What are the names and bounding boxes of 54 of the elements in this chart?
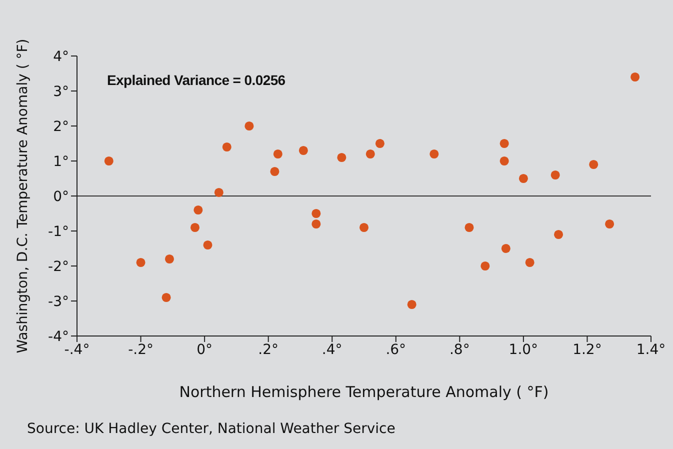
y-tick-label: 2° bbox=[53, 118, 69, 135]
point bbox=[554, 230, 564, 240]
annotation: Explained Variance = 0.0256 bbox=[107, 72, 286, 88]
point bbox=[104, 156, 114, 166]
point bbox=[298, 146, 308, 156]
point bbox=[312, 208, 321, 218]
source-note: Source: UK Hadley Center, National Weather Service bbox=[27, 421, 396, 437]
y-tick-label: 0° bbox=[53, 188, 69, 205]
point bbox=[630, 72, 640, 82]
point bbox=[430, 149, 439, 159]
point bbox=[162, 292, 171, 302]
y-tick-label: 3° bbox=[53, 84, 69, 100]
point bbox=[244, 121, 254, 131]
point bbox=[500, 156, 509, 166]
point bbox=[194, 205, 203, 215]
point bbox=[518, 174, 528, 184]
point bbox=[190, 222, 200, 232]
point bbox=[407, 300, 416, 310]
y-tick-label: -3° bbox=[48, 294, 69, 310]
x-tick-label: 1.0° bbox=[508, 342, 538, 358]
y-tick-label: -1° bbox=[48, 224, 69, 240]
point bbox=[525, 258, 534, 268]
point bbox=[273, 149, 282, 159]
point bbox=[203, 240, 212, 250]
point bbox=[480, 261, 490, 271]
x-tick-label: 1.4° bbox=[636, 342, 666, 358]
point bbox=[500, 138, 509, 148]
point bbox=[337, 152, 346, 162]
y-tick-label: -2° bbox=[48, 258, 69, 275]
point bbox=[359, 222, 369, 232]
x-tick-label: .8° bbox=[449, 342, 470, 358]
point bbox=[501, 244, 510, 254]
point bbox=[550, 170, 560, 180]
point bbox=[312, 219, 321, 229]
x-tick-label: .2° bbox=[258, 342, 279, 358]
point bbox=[589, 160, 598, 170]
x-tick-label: 1.2° bbox=[572, 342, 602, 358]
point bbox=[164, 254, 174, 264]
x-tick-label: .6° bbox=[386, 342, 406, 358]
x-tick-label: -.2° bbox=[128, 342, 154, 358]
y-tick-label: 1° bbox=[53, 154, 69, 170]
point bbox=[605, 219, 614, 229]
point bbox=[214, 188, 224, 198]
point bbox=[375, 138, 384, 148]
point bbox=[136, 258, 146, 268]
point bbox=[464, 222, 474, 232]
y-axis-title: Washington, D.C. Temperature Anomaly ( °F) bbox=[14, 38, 31, 354]
x-tick-label: .4° bbox=[322, 342, 342, 358]
x-tick-label: 0° bbox=[196, 342, 213, 358]
point bbox=[366, 149, 375, 159]
x-axis-title: Northern Hemisphere Temperature Anomaly ( °F) bbox=[178, 383, 550, 401]
point bbox=[222, 142, 232, 152]
y-tick-label: 4° bbox=[53, 48, 69, 65]
point bbox=[270, 166, 280, 176]
